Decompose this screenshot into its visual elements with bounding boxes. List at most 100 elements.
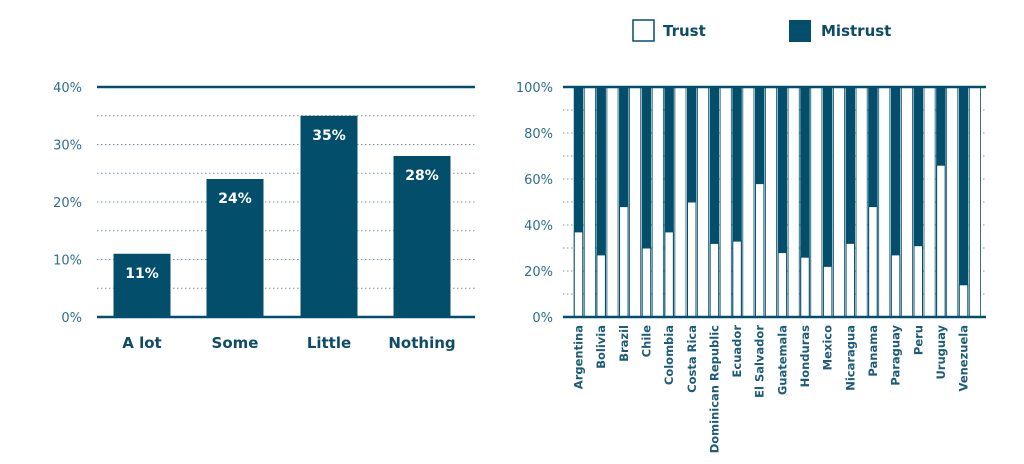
legend-label-trust: Trust (663, 22, 706, 40)
x-tick-label: Peru (911, 325, 925, 355)
left-bar-chart: 0% 10% 20% 30% 40% 11% A lot 24% Some 35% Little 28… (53, 81, 475, 352)
x-tick-label: Panama (866, 325, 880, 377)
bar-gap (583, 86, 596, 318)
x-tick-label: Uruguay (934, 325, 948, 380)
y-tick-label: 40% (524, 219, 553, 234)
bar-a-lot (113, 253, 171, 317)
bar-some (206, 179, 264, 317)
bar-gap (697, 86, 710, 318)
legend: Trust Mistrust (632, 19, 891, 42)
data-label: 28% (405, 168, 439, 184)
bar-mistrust-peru (913, 87, 923, 317)
bar-trust-nicaragua (845, 242, 856, 318)
bar-mistrust-venezuela (958, 87, 969, 317)
y-tick-label: 80% (524, 127, 553, 142)
bar-gap (742, 86, 755, 318)
bar-trust-uruguay (936, 164, 946, 318)
bar-trust-chile (641, 247, 652, 318)
y-tick-label: 0% (61, 311, 82, 326)
bar-gap (719, 86, 732, 318)
data-label: 24% (218, 191, 252, 207)
bar-gap (833, 86, 845, 318)
bar-nothing (393, 156, 451, 317)
bar-trust-dominican-republic (709, 242, 720, 318)
x-tick-label: Honduras (798, 325, 812, 388)
bar-trust-paraguay (890, 254, 901, 318)
bar-mistrust-ecuador (732, 87, 742, 317)
bar-trust-bolivia (596, 254, 606, 318)
bar-trust-venezuela (958, 284, 969, 318)
bar-trust-brazil (619, 206, 629, 318)
bar-gap (674, 86, 687, 318)
x-tick-label: Dominican Republic (707, 325, 721, 453)
data-label: 35% (312, 128, 346, 144)
x-tick-label: A lot (122, 334, 161, 352)
x-tick-label: Argentina (572, 325, 586, 389)
bar-trust-colombia (664, 231, 674, 318)
bar-trust-el-salvador (754, 183, 765, 318)
bar-mistrust-paraguay (890, 87, 901, 317)
y-tick-label: 10% (53, 254, 82, 269)
legend-swatch-trust (632, 19, 655, 42)
legend-swatch-mistrust (789, 20, 811, 42)
x-tick-label: Nicaragua (843, 325, 857, 391)
bar-trust-peru (913, 245, 923, 318)
bar-gap (923, 86, 936, 318)
bar-gap (606, 86, 619, 318)
bar-mistrust-panama (868, 87, 878, 317)
bar-mistrust-honduras (800, 87, 810, 317)
bar-mistrust-brazil (619, 87, 629, 317)
bar-gap (878, 86, 891, 318)
bar-little (300, 115, 358, 317)
x-tick-label: Ecuador (730, 325, 744, 378)
x-tick-label: Chile (639, 325, 653, 358)
x-tick-label: Brazil (617, 325, 631, 362)
x-tick-label: Guatemala (775, 325, 789, 395)
bar-trust-honduras (800, 256, 810, 318)
x-tick-label: Nothing (388, 334, 455, 352)
bar-gap (629, 86, 642, 318)
x-tick-label: Some (212, 334, 259, 352)
bar-mistrust-argentina (573, 87, 584, 317)
bar-mistrust-mexico (822, 87, 833, 317)
bar-gap (968, 86, 981, 318)
y-tick-label: 30% (53, 139, 82, 154)
data-label: 11% (125, 266, 159, 282)
legend-label-mistrust: Mistrust (821, 22, 891, 40)
y-tick-label: 20% (53, 196, 82, 211)
bar-gap (946, 86, 959, 318)
x-tick-label: Bolivia (594, 325, 608, 369)
bar-gap (765, 86, 778, 318)
bar-trust-mexico (822, 265, 833, 318)
bar-trust-guatemala (777, 252, 788, 318)
y-tick-label: 20% (524, 265, 553, 280)
x-tick-label: El Salvador (753, 325, 767, 398)
bar-gap (855, 86, 868, 318)
bar-mistrust-nicaragua (845, 87, 856, 317)
y-tick-label: 60% (524, 173, 553, 188)
bar-mistrust-chile (641, 87, 652, 317)
x-tick-label: Costa Rica (685, 325, 699, 393)
x-tick-label: Colombia (662, 325, 676, 385)
bar-trust-argentina (573, 231, 584, 318)
bar-trust-panama (868, 206, 878, 318)
bar-mistrust-dominican-republic (709, 87, 720, 317)
bar-mistrust-guatemala (777, 87, 788, 317)
bar-trust-ecuador (732, 240, 742, 318)
bar-gap (787, 86, 800, 318)
bar-trust-costa-rica (687, 201, 697, 318)
right-stacked-bar-chart: 0% 20% 40% 60% 80% 100% Argentina Bolivia Brazil… (516, 81, 986, 453)
bar-mistrust-bolivia (596, 87, 606, 317)
y-tick-label: 0% (532, 311, 553, 326)
x-tick-label: Venezuela (957, 325, 971, 391)
y-tick-label: 40% (53, 81, 82, 96)
bar-gap (900, 86, 913, 318)
bar-gap (651, 86, 664, 318)
y-tick-label: 100% (516, 81, 553, 96)
bar-mistrust-colombia (664, 87, 674, 317)
bar-gap (810, 86, 823, 318)
x-tick-label: Paraguay (889, 325, 903, 386)
x-tick-label: Mexico (821, 325, 835, 370)
x-tick-label: Little (307, 334, 351, 352)
